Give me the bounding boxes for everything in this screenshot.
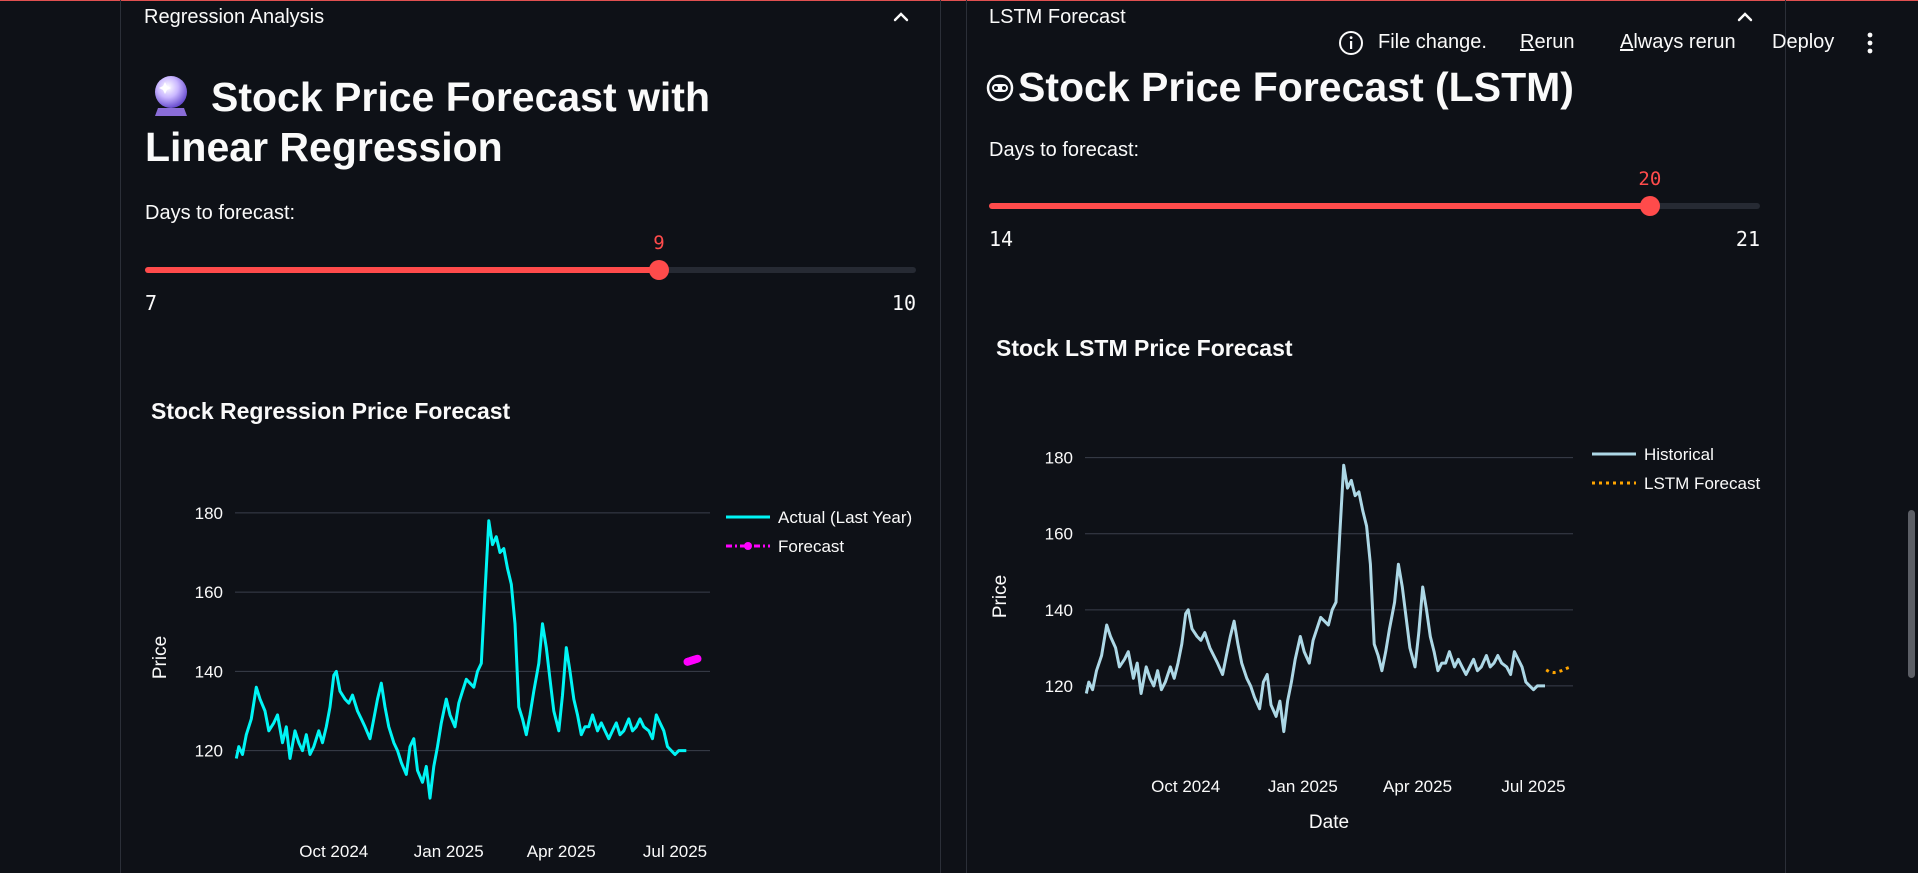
x-tick-label: Apr 2025	[527, 842, 596, 861]
main-menu-icon[interactable]	[1865, 30, 1875, 62]
right-column-border-right	[1785, 0, 1786, 873]
x-tick-label: Jan 2025	[1268, 777, 1338, 796]
rerun-button[interactable]: Rerun	[1520, 31, 1574, 54]
slider-max-label: 21	[1735, 227, 1760, 251]
y-tick-label: 120	[195, 742, 223, 761]
x-tick-label: Oct 2024	[1151, 777, 1220, 796]
app-toolbar: File change. Rerun Always rerun Deploy	[1338, 26, 1918, 60]
days-to-forecast-label: Days to forecast:	[989, 139, 1140, 161]
page-scrollbar[interactable]	[1908, 510, 1915, 678]
slider-min-label: 7	[145, 291, 158, 315]
crystal-ball-icon	[152, 74, 190, 122]
slider-fill	[989, 203, 1650, 209]
forecast-point	[693, 654, 702, 663]
y-tick-label: 140	[195, 662, 223, 681]
lstm-chart: 120 140 160 180 Oct 2024 Jan 2025 Apr 2025 Jul …	[990, 445, 1760, 833]
x-tick-label: Oct 2024	[299, 842, 368, 861]
days-to-forecast-label: Days to forecast:	[145, 202, 296, 224]
always-rerun-label: lways rerun	[1633, 31, 1736, 53]
legend-label: Forecast	[778, 537, 844, 556]
y-tick-label: 180	[1045, 449, 1073, 468]
y-tick-label: 160	[195, 583, 223, 602]
x-tick-label: Jan 2025	[414, 842, 484, 861]
legend-label: Historical	[1644, 445, 1714, 464]
y-tick-label: 120	[1045, 677, 1073, 696]
series-line	[1545, 665, 1572, 675]
file-change-status: File change.	[1378, 31, 1487, 53]
rerun-accel: R	[1520, 31, 1535, 53]
y-axis-label: Price	[990, 575, 1011, 618]
series-line	[234, 519, 687, 800]
regression-chart: 120 140 160 180 Oct 2024 Jan 2025 Apr 2025 Jul …	[150, 504, 912, 861]
page-title-regression: Stock Price Forecast with Linear Regress…	[145, 74, 711, 170]
info-icon	[1338, 30, 1364, 56]
series-line	[1084, 463, 1545, 734]
regression-expander-header[interactable]: Regression Analysis	[144, 6, 325, 28]
lstm-expander-header[interactable]: LSTM Forecast	[989, 6, 1126, 28]
robot-face-icon	[985, 73, 1015, 107]
slider-min-label: 14	[989, 227, 1014, 251]
page-title-lstm: Stock Price Forecast (LSTM)	[1018, 64, 1574, 110]
always-rerun-accel: A	[1620, 31, 1634, 53]
top-accent-line	[0, 0, 1918, 1]
chart-title-regression: Stock Regression Price Forecast	[151, 398, 511, 424]
x-axis-label: Date	[1309, 812, 1349, 833]
legend-marker	[744, 542, 752, 550]
legend-label: LSTM Forecast	[1644, 474, 1760, 493]
x-tick-label: Apr 2025	[1383, 777, 1452, 796]
y-tick-label: 160	[1045, 525, 1073, 544]
slider-max-label: 10	[891, 291, 916, 315]
rerun-label: erun	[1534, 31, 1575, 53]
slider-thumb[interactable]	[1639, 196, 1660, 216]
chevron-up-icon[interactable]	[1735, 7, 1757, 29]
slider-fill	[145, 267, 659, 273]
slider-value: 9	[653, 232, 665, 254]
y-tick-label: 140	[1045, 601, 1073, 620]
left-column-border	[120, 0, 121, 873]
slider-value: 20	[1638, 168, 1662, 190]
x-tick-label: Jul 2025	[643, 842, 707, 861]
x-tick-label: Jul 2025	[1501, 777, 1565, 796]
legend-label: Actual (Last Year)	[778, 508, 912, 527]
right-column-border	[966, 0, 967, 873]
left-column-border-right	[940, 0, 941, 873]
always-rerun-button[interactable]: Always rerun	[1620, 31, 1736, 54]
slider-thumb[interactable]	[649, 260, 669, 280]
chart-title-lstm: Stock LSTM Price Forecast	[996, 335, 1293, 361]
y-axis-label: Price	[150, 636, 171, 679]
deploy-button[interactable]: Deploy	[1772, 31, 1835, 53]
chevron-up-icon[interactable]	[891, 7, 913, 29]
y-tick-label: 180	[195, 504, 223, 523]
